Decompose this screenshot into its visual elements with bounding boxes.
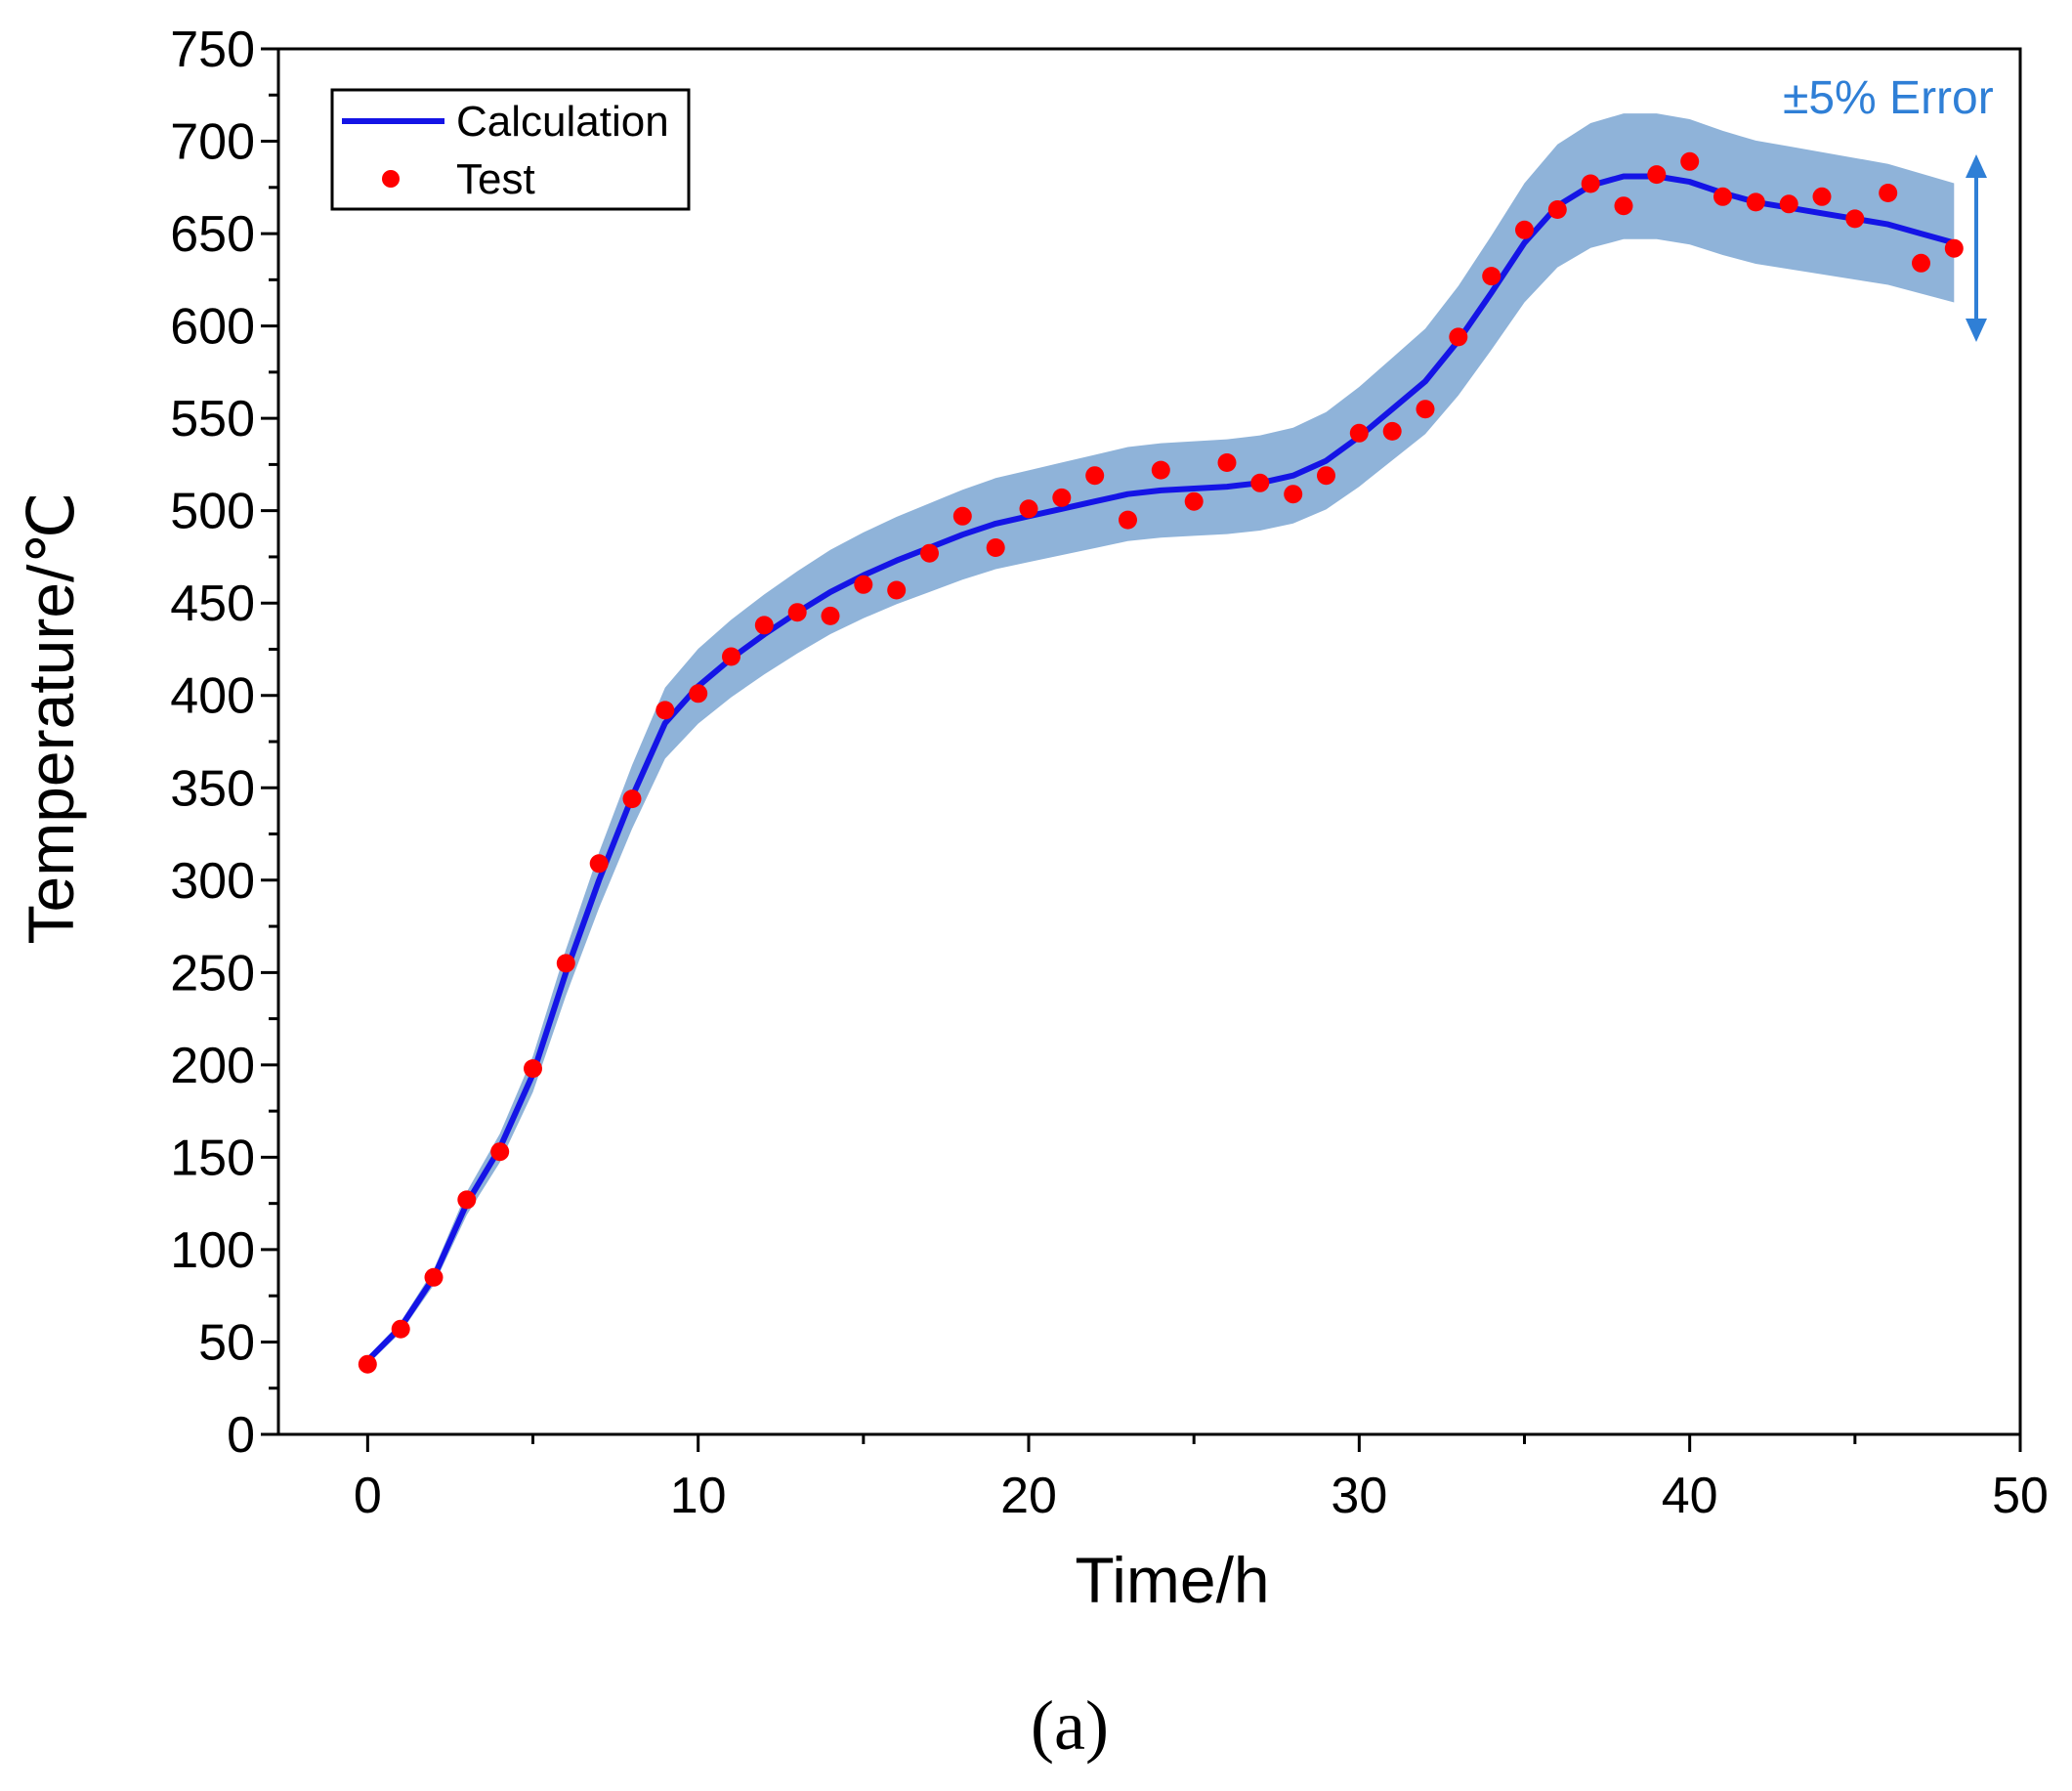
y-tick-label: 0 <box>227 1407 255 1464</box>
y-tick-label: 550 <box>170 391 255 448</box>
test-point <box>952 506 972 526</box>
y-axis-title: Temperature/℃ <box>15 492 87 945</box>
y-tick-label: 200 <box>170 1038 255 1094</box>
test-point <box>689 684 708 704</box>
x-axis-title: Time/h <box>1075 1544 1269 1616</box>
test-point <box>1614 196 1633 216</box>
test-point <box>1581 174 1600 193</box>
test-point <box>1317 466 1335 486</box>
legend-label-calculation: Calculation <box>456 98 669 146</box>
test-point <box>358 1354 377 1374</box>
test-point <box>821 606 840 625</box>
test-point <box>556 954 575 973</box>
test-point <box>854 575 873 594</box>
x-tick-label: 40 <box>1662 1468 1718 1524</box>
legend-swatch-test <box>382 170 400 188</box>
test-point <box>1547 200 1567 219</box>
test-point <box>1647 165 1667 185</box>
panel-label: (a) <box>1031 1686 1109 1765</box>
y-tick-label: 300 <box>170 853 255 910</box>
x-tick-label: 0 <box>354 1468 382 1524</box>
test-point <box>1713 187 1732 206</box>
test-point <box>457 1190 477 1210</box>
test-point <box>1482 267 1501 286</box>
test-point <box>490 1142 510 1162</box>
y-tick-label: 500 <box>170 484 255 540</box>
y-tick-label: 150 <box>170 1130 255 1186</box>
y-tick-label: 650 <box>170 206 255 263</box>
x-tick-label: 50 <box>1992 1468 2049 1524</box>
test-point <box>1349 423 1369 443</box>
test-point <box>391 1319 410 1339</box>
test-point <box>787 603 807 622</box>
y-tick-label: 400 <box>170 668 255 725</box>
test-point <box>1119 510 1137 530</box>
test-point <box>1416 400 1435 419</box>
test-point <box>1680 151 1700 171</box>
test-point <box>754 616 774 635</box>
x-tick-label: 10 <box>670 1468 727 1524</box>
test-point <box>424 1267 444 1287</box>
y-tick-label: 100 <box>170 1222 255 1279</box>
legend: Calculation Test <box>330 88 691 211</box>
test-point <box>1845 209 1865 229</box>
test-point <box>589 854 609 874</box>
test-point <box>1052 488 1072 507</box>
x-tick-label: 30 <box>1331 1468 1387 1524</box>
test-point <box>1250 473 1270 492</box>
error-band-arrow <box>1966 154 1987 342</box>
test-point <box>1151 460 1170 480</box>
error-band-label: ±5% Error <box>1783 72 1994 124</box>
test-point <box>887 580 907 600</box>
y-tick-label: 250 <box>170 945 255 1002</box>
test-point <box>1515 220 1534 239</box>
test-point <box>920 543 939 563</box>
test-point <box>1217 453 1237 472</box>
test-point <box>1019 499 1038 519</box>
y-tick-label: 50 <box>198 1314 255 1371</box>
test-point <box>986 538 1005 557</box>
legend-label-test: Test <box>456 155 535 203</box>
test-point <box>1779 194 1798 214</box>
legend-box <box>330 88 691 211</box>
y-tick-label: 450 <box>170 576 255 632</box>
y-tick-label: 600 <box>170 299 255 356</box>
test-point <box>722 647 740 666</box>
series-calculation-line <box>364 173 1958 1364</box>
test-point <box>1879 184 1898 202</box>
test-point <box>524 1059 542 1079</box>
y-tick-label: 350 <box>170 760 255 817</box>
test-point <box>1184 491 1204 511</box>
test-point <box>1085 466 1105 486</box>
x-tick-label: 20 <box>1000 1468 1057 1524</box>
error-band <box>367 113 1955 1365</box>
y-tick-label: 750 <box>170 21 255 78</box>
y-tick-label: 700 <box>170 114 255 171</box>
test-point <box>1449 327 1468 347</box>
test-point <box>1812 187 1832 206</box>
test-point <box>622 789 642 809</box>
test-point <box>1912 253 1930 273</box>
test-point <box>655 701 675 720</box>
test-point <box>1284 485 1303 504</box>
test-point <box>1382 421 1402 441</box>
test-point <box>1944 238 1964 258</box>
test-point <box>1746 192 1765 212</box>
